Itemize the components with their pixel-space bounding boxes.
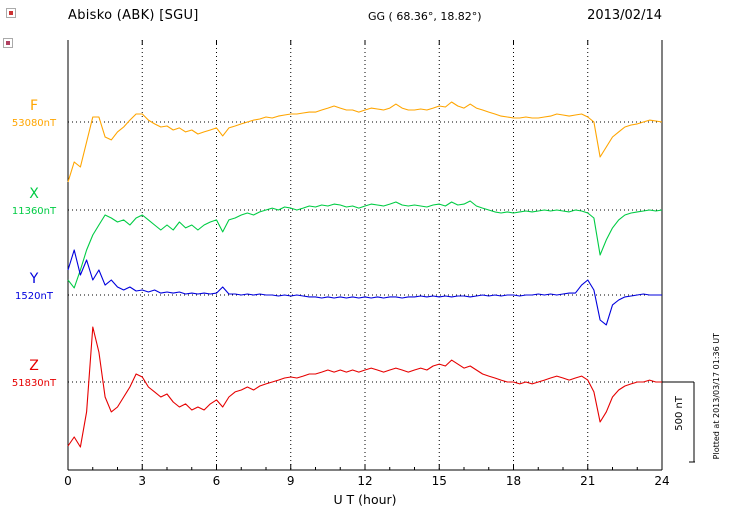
artifact-dot <box>9 11 13 15</box>
x-tick-label-12: 12 <box>357 474 373 488</box>
station-title: Abisko (ABK) [SGU] <box>68 8 199 23</box>
artifact-icon-top-left <box>6 8 16 18</box>
component-baseline-F: 53080nT <box>11 118 57 129</box>
scale-bar-label: 500 nT <box>674 396 685 431</box>
x-tick-label-0: 0 <box>64 474 72 488</box>
component-label-Y: Y 1520nT <box>4 271 64 303</box>
component-label-X: X 11360nT <box>4 186 64 218</box>
component-label-F: F 53080nT <box>4 98 64 130</box>
trace-Z <box>67 326 662 448</box>
component-baseline-X: 11360nT <box>11 206 57 217</box>
x-tick-label-21: 21 <box>580 474 596 488</box>
component-letter-Y: Y <box>29 271 39 287</box>
x-axis-tick-labels: 0 3 6 9 12 15 18 21 24 <box>0 474 730 490</box>
artifact-dot <box>6 41 10 45</box>
x-tick-label-9: 9 <box>286 474 295 488</box>
component-letter-F: F <box>29 98 39 114</box>
trace-Y <box>67 249 662 326</box>
x-tick-label-15: 15 <box>431 474 447 488</box>
x-tick-label-6: 6 <box>212 474 221 488</box>
x-axis-title: U T (hour) <box>333 492 397 507</box>
component-letter-X: X <box>29 186 39 202</box>
component-baseline-Z: 51830nT <box>11 378 57 389</box>
x-tick-label-3: 3 <box>138 474 147 488</box>
x-tick-label-18: 18 <box>505 474 522 488</box>
trace-F <box>67 101 663 183</box>
component-baseline-Y: 1520nT <box>15 291 53 302</box>
component-label-Z: Z 51830nT <box>4 358 64 390</box>
component-letter-Z: Z <box>29 358 39 374</box>
plotted-timestamp: Plotted at 2013/03/17 01:36 UT <box>712 333 721 460</box>
geographic-coordinates: GG ( 68.36°, 18.82°) <box>368 10 482 23</box>
plot-date: 2013/02/14 <box>587 8 662 23</box>
x-tick-label-24: 24 <box>654 474 670 488</box>
trace-X <box>67 200 663 289</box>
artifact-icon-left <box>3 38 13 48</box>
